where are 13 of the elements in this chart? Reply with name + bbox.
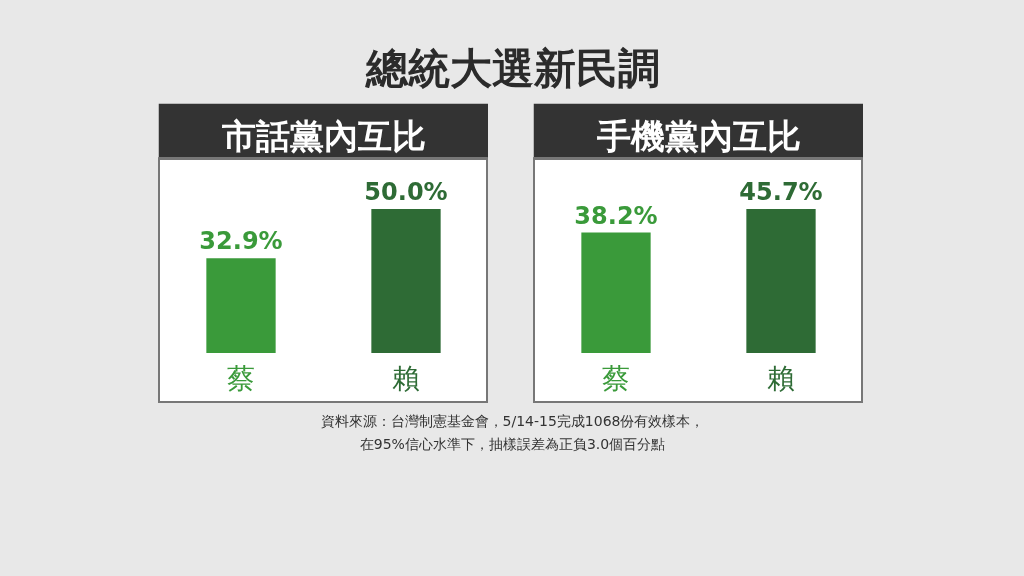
data-label: 50.0% (364, 177, 448, 206)
x-tick-label: 賴 (767, 361, 795, 395)
x-tick-label: 蔡 (227, 361, 255, 395)
chart-title: 市話黨內互比 (220, 115, 426, 156)
x-tick-label: 賴 (392, 361, 420, 395)
text: 總統大選新民調 (364, 44, 660, 93)
data-label: 45.7% (739, 177, 823, 206)
source-note: 資料來源：台灣制憲基金會，5/14-15完成1068份有效樣本， (320, 412, 705, 429)
data-label: 38.2% (574, 201, 658, 230)
text: 在95%信心水準下，抽樣誤差為正負3.0個百分點 (359, 435, 666, 452)
chart-title: 手機黨內互比 (595, 115, 801, 156)
data-label: 32.9% (199, 227, 283, 256)
x-tick-label: 蔡 (602, 361, 630, 395)
